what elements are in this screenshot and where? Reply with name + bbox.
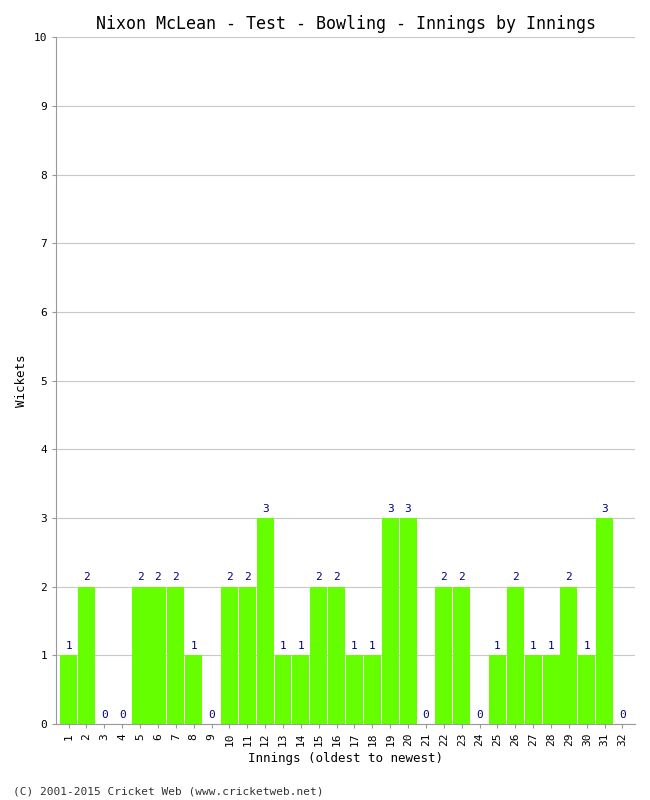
Bar (150, 586, 166, 724)
Text: 1: 1 (548, 641, 554, 651)
Text: 2: 2 (333, 573, 340, 582)
Bar (167, 586, 185, 724)
Text: 3: 3 (601, 504, 608, 514)
Bar (543, 655, 560, 724)
Bar (436, 586, 452, 724)
Bar (596, 518, 613, 724)
Bar (310, 586, 327, 724)
Text: 2: 2 (172, 573, 179, 582)
Bar (131, 586, 149, 724)
Text: 2: 2 (244, 573, 251, 582)
Text: 0: 0 (476, 710, 483, 720)
Text: 2: 2 (155, 573, 161, 582)
Text: 1: 1 (351, 641, 358, 651)
Text: 1: 1 (530, 641, 536, 651)
Bar (292, 655, 309, 724)
Text: 2: 2 (226, 573, 233, 582)
Text: 2: 2 (458, 573, 465, 582)
Text: 0: 0 (101, 710, 108, 720)
Bar (274, 655, 291, 724)
Text: 1: 1 (584, 641, 590, 651)
Text: 1: 1 (298, 641, 304, 651)
Bar (525, 655, 541, 724)
Bar (578, 655, 595, 724)
Text: 3: 3 (387, 504, 394, 514)
Text: 1: 1 (280, 641, 287, 651)
Text: 2: 2 (441, 573, 447, 582)
Bar (78, 586, 95, 724)
Text: 2: 2 (566, 573, 572, 582)
Text: 0: 0 (619, 710, 626, 720)
X-axis label: Innings (oldest to newest): Innings (oldest to newest) (248, 752, 443, 765)
Text: 2: 2 (83, 573, 90, 582)
Bar (453, 586, 470, 724)
Bar (489, 655, 506, 724)
Text: (C) 2001-2015 Cricket Web (www.cricketweb.net): (C) 2001-2015 Cricket Web (www.cricketwe… (13, 786, 324, 796)
Bar (185, 655, 202, 724)
Text: 0: 0 (422, 710, 429, 720)
Text: 2: 2 (315, 573, 322, 582)
Text: 3: 3 (262, 504, 268, 514)
Bar (257, 518, 274, 724)
Title: Nixon McLean - Test - Bowling - Innings by Innings: Nixon McLean - Test - Bowling - Innings … (96, 15, 595, 33)
Bar (239, 586, 255, 724)
Text: 2: 2 (512, 573, 519, 582)
Bar (364, 655, 381, 724)
Text: 0: 0 (208, 710, 215, 720)
Bar (560, 586, 577, 724)
Bar (328, 586, 345, 724)
Text: 1: 1 (369, 641, 376, 651)
Y-axis label: Wickets: Wickets (15, 354, 28, 407)
Text: 3: 3 (405, 504, 411, 514)
Bar (221, 586, 238, 724)
Bar (382, 518, 398, 724)
Bar (400, 518, 417, 724)
Bar (346, 655, 363, 724)
Text: 0: 0 (119, 710, 125, 720)
Text: 2: 2 (136, 573, 144, 582)
Text: 1: 1 (190, 641, 197, 651)
Text: 1: 1 (494, 641, 500, 651)
Bar (60, 655, 77, 724)
Bar (507, 586, 524, 724)
Text: 1: 1 (65, 641, 72, 651)
